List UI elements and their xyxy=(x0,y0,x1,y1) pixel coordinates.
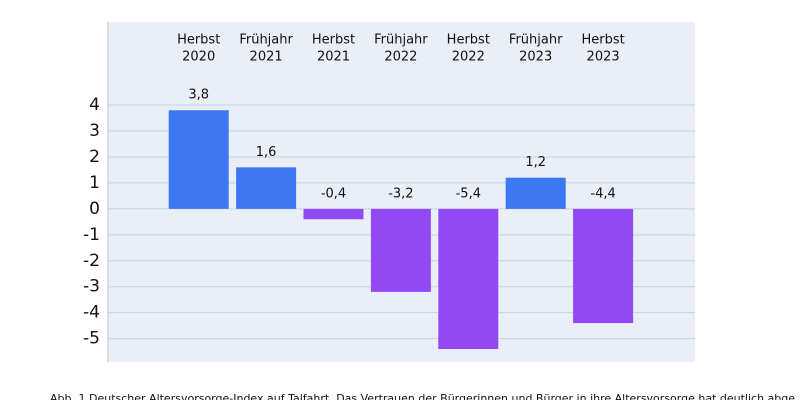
x-tick-label: 2021 xyxy=(250,50,283,65)
y-tick-label: 2 xyxy=(89,147,100,167)
bar xyxy=(505,177,566,209)
caption: Abb. 1 Deutscher Altersvorsorge-Index au… xyxy=(50,392,795,400)
x-tick-label: 2023 xyxy=(587,50,620,65)
bar xyxy=(168,110,229,209)
y-tick-label: 3 xyxy=(89,121,100,141)
y-tick-label: 0 xyxy=(89,199,100,219)
x-tick-label: Frühjahr xyxy=(239,33,293,48)
y-tick-label: -4 xyxy=(83,303,100,323)
value-label: -3,2 xyxy=(388,186,413,201)
x-tick-label: 2020 xyxy=(182,50,215,65)
x-tick-label: Frühjahr xyxy=(374,33,428,48)
x-tick-label: 2022 xyxy=(384,50,417,65)
value-label: 1,6 xyxy=(256,145,277,160)
bar xyxy=(370,208,431,292)
x-tick-label: Frühjahr xyxy=(509,33,563,48)
value-label: 1,2 xyxy=(525,155,546,170)
bar xyxy=(303,208,364,220)
y-tick-label: -3 xyxy=(83,277,100,297)
bar xyxy=(438,208,499,350)
y-tick-label: 4 xyxy=(89,95,100,115)
x-tick-label: Herbst xyxy=(312,33,355,48)
y-tick-label: -5 xyxy=(83,329,100,349)
value-label: -5,4 xyxy=(456,186,481,201)
x-tick-label: Herbst xyxy=(447,33,490,48)
y-tick-label: 1 xyxy=(89,173,100,193)
value-label: 3,8 xyxy=(188,88,209,103)
y-tick-label: -1 xyxy=(83,225,100,245)
x-tick-label: Herbst xyxy=(581,33,624,48)
x-tick-label: 2022 xyxy=(452,50,485,65)
x-tick-label: 2021 xyxy=(317,50,350,65)
value-label: -0,4 xyxy=(321,186,346,201)
x-tick-label: 2023 xyxy=(519,50,552,65)
value-label: -4,4 xyxy=(590,186,615,201)
y-tick-label: -2 xyxy=(83,251,100,271)
bar xyxy=(573,208,634,324)
bar xyxy=(236,167,297,209)
x-tick-label: Herbst xyxy=(177,33,220,48)
